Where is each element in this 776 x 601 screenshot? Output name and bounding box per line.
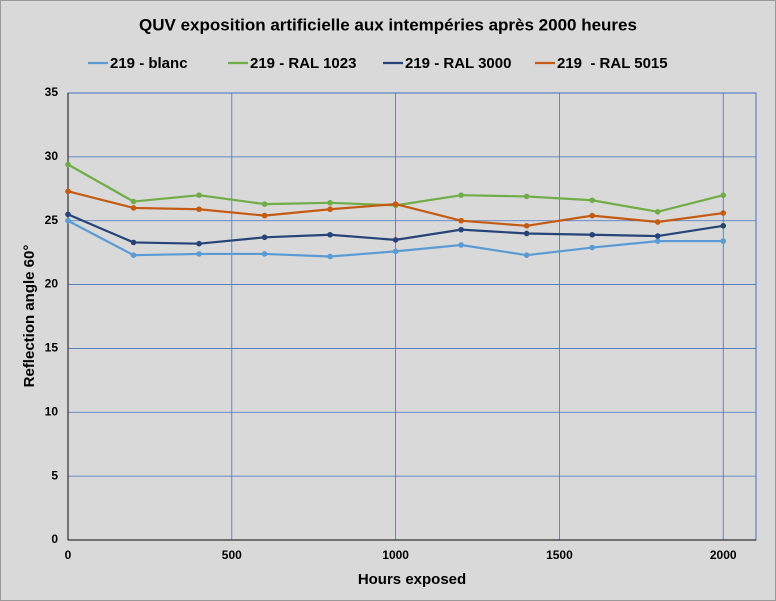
y-tick-label: 15 [45, 341, 59, 355]
data-point [720, 238, 727, 244]
data-point [261, 234, 268, 241]
data-point [589, 212, 595, 219]
legend-label: 219 - RAL 5015 [557, 55, 668, 72]
y-tick-label: 0 [51, 532, 58, 546]
data-point [458, 192, 464, 198]
data-point [654, 233, 661, 239]
data-point [327, 231, 333, 238]
data-point [458, 217, 464, 224]
data-point [523, 193, 530, 200]
data-point [392, 237, 399, 243]
data-point [589, 231, 595, 238]
data-point [261, 201, 268, 207]
data-point [196, 251, 202, 257]
data-point [392, 248, 399, 255]
y-tick-label: 30 [45, 149, 59, 163]
chart-title: QUV exposition artificielle aux intempér… [139, 15, 637, 34]
y-tick-label: 5 [51, 468, 58, 482]
data-point [196, 206, 202, 213]
data-point [458, 226, 464, 233]
data-point [523, 230, 530, 237]
y-tick-label: 25 [45, 213, 59, 227]
x-tick-label: 500 [222, 548, 242, 562]
data-point [65, 217, 71, 224]
data-point [523, 223, 530, 229]
x-tick-label: 1500 [546, 548, 573, 562]
legend-label: 219 - blanc [110, 55, 188, 72]
data-point [720, 192, 727, 198]
y-axis-label: Reflection angle 60° [21, 245, 38, 388]
data-point [327, 253, 333, 260]
data-point [196, 192, 202, 198]
data-point [261, 212, 268, 219]
x-tick-label: 2000 [710, 548, 737, 562]
y-tick-label: 35 [45, 85, 59, 99]
x-axis-label: Hours exposed [358, 571, 466, 588]
data-point [589, 197, 595, 204]
data-point [65, 188, 71, 195]
plot-area [67, 92, 757, 541]
data-point [458, 242, 464, 248]
legend-label: 219 - RAL 3000 [405, 55, 511, 72]
legend-label: 219 - RAL 1023 [250, 55, 356, 72]
data-point [261, 251, 268, 257]
data-point [327, 206, 333, 213]
data-point [65, 211, 71, 218]
data-point [392, 201, 399, 207]
y-tick-label: 20 [45, 277, 59, 291]
x-tick-label: 0 [65, 548, 72, 562]
data-point [196, 240, 202, 247]
data-point [65, 161, 71, 168]
data-point [523, 252, 530, 258]
x-tick-label: 1000 [382, 548, 409, 562]
data-point [720, 223, 727, 229]
data-point [654, 238, 661, 244]
data-point [720, 210, 727, 216]
data-point [654, 208, 661, 215]
data-point [130, 252, 137, 258]
data-point [130, 239, 137, 246]
data-point [654, 219, 661, 225]
data-point [327, 200, 333, 206]
data-point [589, 244, 595, 251]
y-tick-label: 10 [45, 404, 59, 418]
data-point [130, 198, 137, 205]
data-point [130, 205, 137, 211]
